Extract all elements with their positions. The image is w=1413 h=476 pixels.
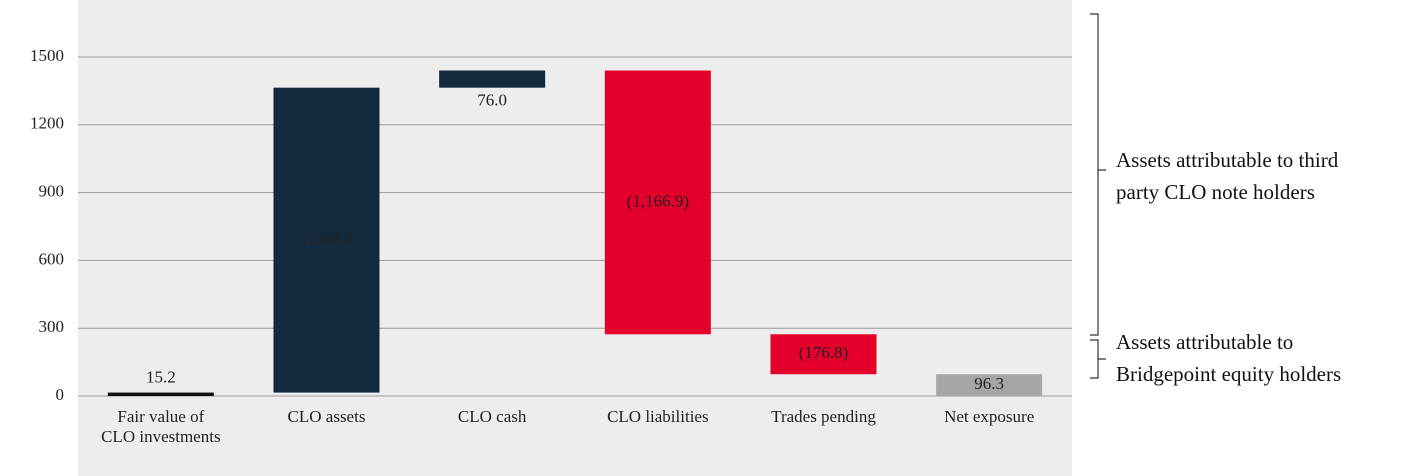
data-label: (176.8) bbox=[799, 343, 849, 362]
bar bbox=[273, 87, 380, 393]
bar bbox=[107, 392, 214, 396]
y-tick-label: 1500 bbox=[30, 46, 64, 65]
annotation: Bridgepoint equity holders bbox=[1116, 362, 1341, 386]
bracket bbox=[1090, 13, 1106, 336]
data-label: 76.0 bbox=[477, 91, 507, 110]
bar bbox=[770, 334, 877, 375]
annotation: Assets attributable to bbox=[1116, 330, 1293, 354]
y-tick-label: 300 bbox=[39, 317, 65, 336]
bar bbox=[439, 70, 546, 88]
x-tick-label: CLO assets bbox=[288, 407, 366, 426]
data-label: 15.2 bbox=[146, 367, 176, 386]
data-label: 96.3 bbox=[974, 374, 1004, 393]
plot-background bbox=[78, 0, 1072, 476]
x-tick-label: Fair value of bbox=[117, 407, 204, 426]
annotation: party CLO note holders bbox=[1116, 180, 1315, 204]
x-tick-label: CLO liabilities bbox=[607, 407, 709, 426]
y-tick-label: 1200 bbox=[30, 114, 64, 133]
y-tick-label: 0 bbox=[56, 385, 65, 404]
x-tick-label: Trades pending bbox=[771, 407, 876, 426]
bar bbox=[604, 70, 711, 335]
x-tick-label: CLO investments bbox=[101, 427, 220, 446]
data-label: (1,166.9) bbox=[627, 191, 689, 210]
bar bbox=[936, 374, 1043, 396]
x-tick-label: CLO cash bbox=[458, 407, 527, 426]
x-tick-label: Net exposure bbox=[944, 407, 1034, 426]
y-tick-label: 900 bbox=[39, 181, 65, 200]
data-label: 1,348.8 bbox=[301, 229, 352, 248]
y-tick-label: 600 bbox=[39, 249, 65, 268]
annotation: Assets attributable to third bbox=[1116, 148, 1339, 172]
bracket bbox=[1090, 339, 1106, 379]
